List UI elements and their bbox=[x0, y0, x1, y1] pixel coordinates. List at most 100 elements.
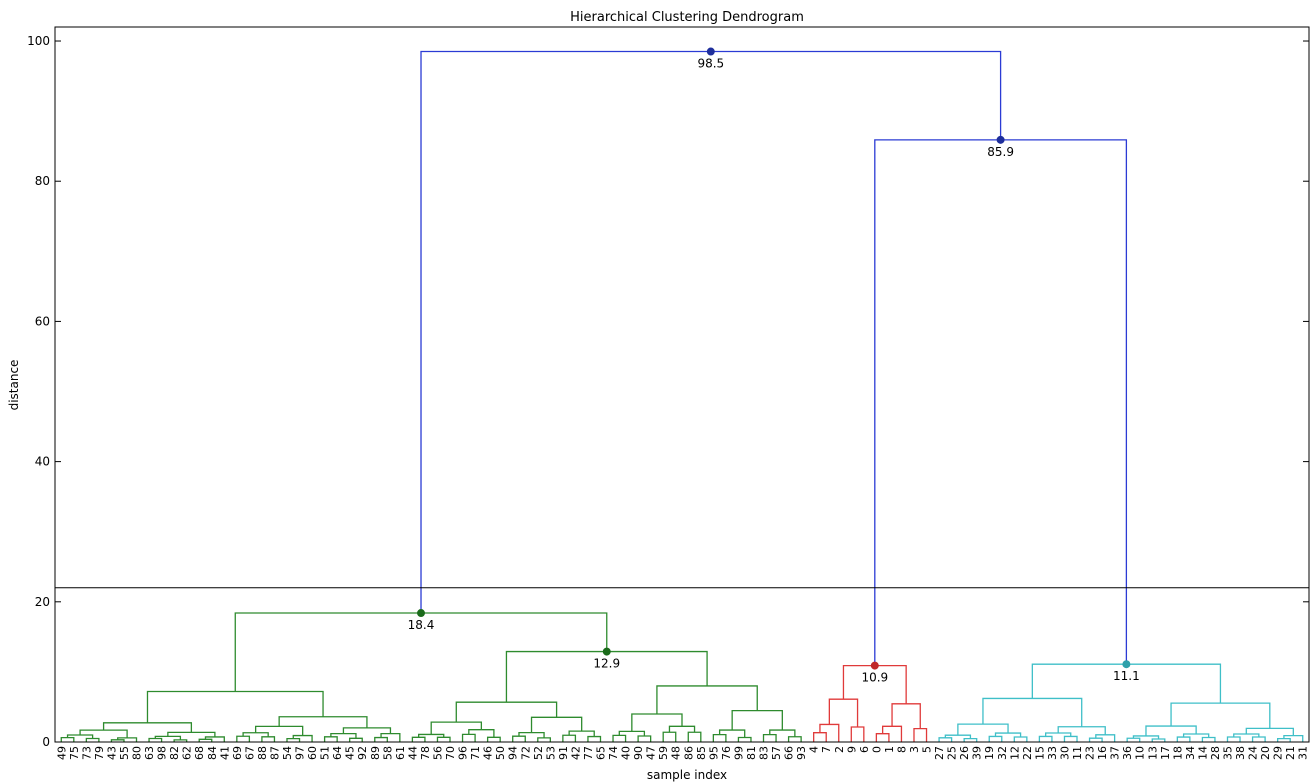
leaf-label-94: 94 bbox=[507, 746, 520, 760]
dendrogram-link-37 bbox=[562, 734, 577, 742]
leaf-label-87: 87 bbox=[268, 746, 281, 760]
leaf-label-7: 7 bbox=[820, 746, 833, 753]
dendrogram-link-40 bbox=[530, 716, 583, 733]
leaf-label-53: 53 bbox=[544, 746, 557, 760]
leaf-label-71: 71 bbox=[469, 746, 482, 760]
y-tick-label-40: 40 bbox=[35, 455, 50, 469]
leaf-label-69: 69 bbox=[231, 746, 244, 760]
dendrogram-link-11 bbox=[167, 731, 216, 737]
node-label-12.9: 12.9 bbox=[593, 657, 620, 671]
dendrogram-link-76 bbox=[1063, 735, 1078, 742]
leaf-label-76: 76 bbox=[720, 746, 733, 760]
leaf-label-20: 20 bbox=[1259, 746, 1272, 760]
leaf-label-21: 21 bbox=[1284, 746, 1297, 760]
dendrogram-link-52 bbox=[762, 733, 777, 742]
dendrogram-link-54 bbox=[769, 729, 796, 737]
dendrogram-link-55 bbox=[731, 709, 783, 731]
leaf-label-59: 59 bbox=[657, 746, 670, 760]
y-tick-label-20: 20 bbox=[35, 595, 50, 609]
dendrogram-link-1 bbox=[85, 737, 100, 742]
dendrogram-link-12 bbox=[102, 722, 193, 733]
leaf-label-49: 49 bbox=[55, 746, 68, 760]
dendrogram-link-42 bbox=[612, 734, 627, 742]
leaf-label-68: 68 bbox=[193, 746, 206, 760]
leaf-label-38: 38 bbox=[1234, 746, 1247, 760]
leaf-label-91: 91 bbox=[557, 746, 570, 760]
dendrogram-link-48 bbox=[631, 713, 683, 732]
plot-frame bbox=[54, 26, 1310, 743]
node-marker-11.1 bbox=[1122, 660, 1131, 669]
dendrogram-link-66 bbox=[891, 703, 921, 729]
leaf-label-33: 33 bbox=[1046, 746, 1059, 760]
leaf-label-41: 41 bbox=[218, 746, 231, 760]
leaf-label-90: 90 bbox=[632, 746, 645, 760]
leaf-label-93: 93 bbox=[795, 746, 808, 760]
leaf-label-54: 54 bbox=[281, 746, 294, 760]
dendrogram-link-85 bbox=[1176, 736, 1191, 742]
leaf-label-44: 44 bbox=[406, 746, 419, 760]
dendrogram-link-65 bbox=[913, 727, 928, 742]
leaf-label-65: 65 bbox=[594, 746, 607, 760]
dendrogram-link-38 bbox=[587, 735, 602, 742]
dendrogram-link-82 bbox=[1126, 737, 1141, 742]
dendrogram-link-64 bbox=[881, 725, 903, 742]
y-tick-label-60: 60 bbox=[35, 314, 50, 328]
dendrogram-links bbox=[60, 50, 1304, 742]
leaf-label-61: 61 bbox=[394, 746, 407, 760]
leaf-label-99: 99 bbox=[732, 746, 745, 760]
leaf-label-70: 70 bbox=[444, 746, 457, 760]
leaf-label-11: 11 bbox=[1071, 746, 1084, 760]
leaf-label-10: 10 bbox=[1134, 746, 1147, 760]
chart-title: Hierarchical Clustering Dendrogram bbox=[570, 10, 804, 25]
leaf-label-2: 2 bbox=[833, 746, 846, 753]
leaf-label-23: 23 bbox=[1084, 746, 1097, 760]
cluster-green bbox=[60, 612, 802, 742]
dendrogram-link-15 bbox=[242, 732, 269, 737]
dendrogram-link-56 bbox=[656, 685, 758, 714]
leaf-label-45: 45 bbox=[344, 746, 357, 760]
dendrogram-link-13 bbox=[236, 735, 251, 742]
leaf-label-9: 9 bbox=[845, 746, 858, 753]
node-label-18.4: 18.4 bbox=[408, 618, 435, 632]
leaf-label-13: 13 bbox=[1146, 746, 1159, 760]
dendrogram-link-6 bbox=[148, 737, 163, 742]
leaf-label-72: 72 bbox=[519, 746, 532, 760]
leaf-label-77: 77 bbox=[582, 746, 595, 760]
dendrogram-link-0 bbox=[60, 737, 75, 742]
leaf-label-78: 78 bbox=[419, 746, 432, 760]
dendrogram-link-92 bbox=[1277, 737, 1291, 742]
dendrogram-link-39 bbox=[568, 730, 595, 737]
leaf-label-14: 14 bbox=[1196, 746, 1209, 760]
dendrogram-link-87 bbox=[1182, 733, 1210, 738]
dendrogram-link-20 bbox=[349, 737, 363, 742]
leaf-label-22: 22 bbox=[1021, 746, 1034, 760]
leaf-label-97: 97 bbox=[294, 746, 307, 760]
dendrogram-link-84 bbox=[1132, 735, 1160, 739]
leaf-label-51: 51 bbox=[319, 746, 332, 760]
dendrogram-link-63 bbox=[875, 733, 890, 742]
dendrogram-link-86 bbox=[1201, 736, 1216, 742]
leaf-label-79: 79 bbox=[93, 746, 106, 760]
dendrogram-link-53 bbox=[787, 736, 802, 742]
y-tick-label-100: 100 bbox=[27, 34, 50, 48]
dendrogram-link-31 bbox=[486, 736, 501, 742]
cluster-red bbox=[813, 664, 928, 742]
leaf-label-17: 17 bbox=[1159, 746, 1172, 760]
dendrogram-link-50 bbox=[737, 736, 752, 742]
leaf-label-37: 37 bbox=[1109, 746, 1122, 760]
leaf-label-74: 74 bbox=[607, 746, 620, 760]
leaf-label-62: 62 bbox=[181, 746, 194, 760]
dendrogram-link-30 bbox=[461, 733, 476, 742]
leaf-label-67: 67 bbox=[243, 746, 256, 760]
leaf-label-24: 24 bbox=[1247, 746, 1260, 760]
dendrogram-link-89 bbox=[1226, 736, 1241, 742]
dendrogram-link-21 bbox=[330, 733, 357, 739]
dendrogram-link-68 bbox=[938, 737, 953, 742]
leaf-label-83: 83 bbox=[758, 746, 771, 760]
dendrogram-link-47 bbox=[668, 725, 696, 733]
leaf-label-50: 50 bbox=[494, 746, 507, 760]
x-axis-leaf-labels: 49 75 73 79 43 55 80 63 98 82 62 68 84 41 69 67 88 87 54 97… bbox=[55, 746, 1309, 760]
leaf-label-56: 56 bbox=[431, 746, 444, 760]
dendrogram-link-78 bbox=[1088, 737, 1103, 742]
dendrogram-link-90 bbox=[1251, 736, 1266, 742]
